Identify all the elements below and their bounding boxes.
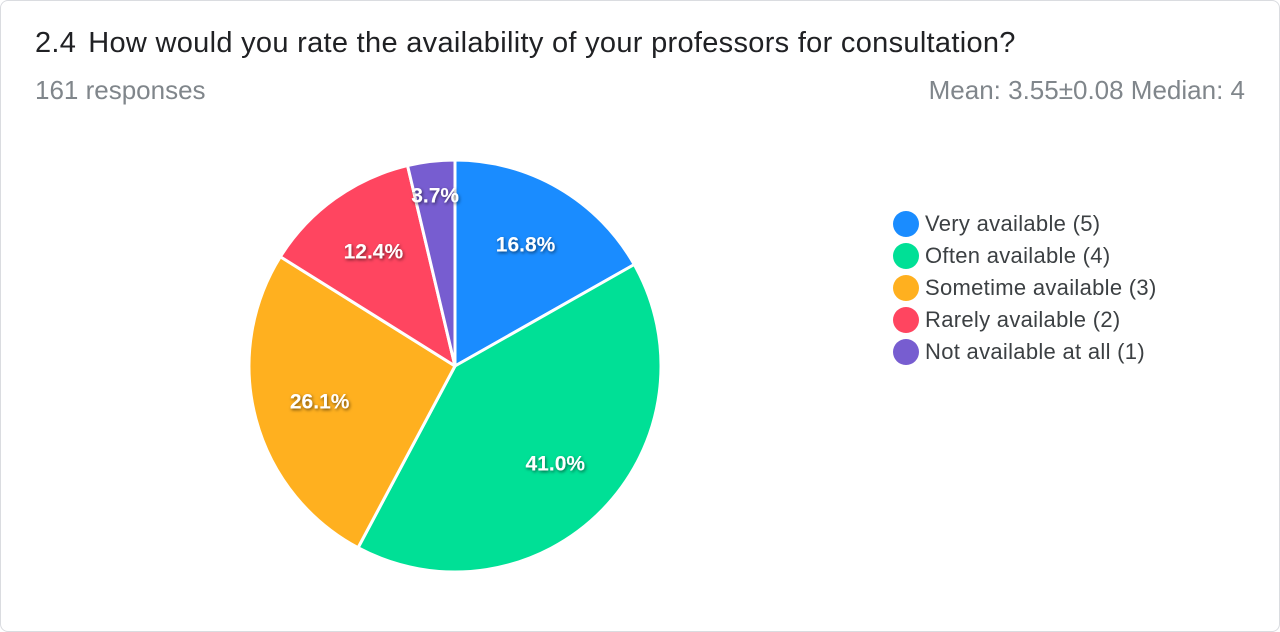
pie-slice-not-available-at-all[interactable] <box>406 158 457 368</box>
legend-item-rarely-available[interactable]: Rarely available (2) <box>893 296 1157 344</box>
slice-label-very-available: 16.8% <box>496 233 556 256</box>
stats-summary: Mean: 3.55±0.08 Median: 4 <box>928 75 1245 105</box>
legend-label: Very available (5) <box>925 211 1101 236</box>
question-text: How would you rate the availability of y… <box>88 27 1016 59</box>
pie-slice-rarely-available[interactable] <box>278 164 457 368</box>
pie-slice-often-available[interactable] <box>356 262 663 574</box>
legend-label: Sometime available (3) <box>925 275 1157 300</box>
pie-slice-very-available[interactable] <box>453 158 636 368</box>
question-title: 2.4 How would you rate the availability o… <box>35 27 1016 60</box>
slice-label-often-available: 41.0% <box>526 452 586 475</box>
pie-slice-sometime-available[interactable] <box>247 255 457 550</box>
legend-item-very-available[interactable]: Very available (5) <box>893 200 1157 248</box>
legend-swatch <box>893 307 919 333</box>
legend-item-often-available[interactable]: Often available (4) <box>893 232 1157 280</box>
legend-label: Often available (4) <box>925 243 1111 268</box>
slice-label-rarely-available: 12.4% <box>344 241 404 264</box>
legend-swatch <box>893 243 919 269</box>
legend-swatch <box>893 339 919 365</box>
legend-swatch <box>893 275 919 301</box>
question-number: 2.4 <box>35 27 77 59</box>
chart-legend: Very available (5) Often available (4) Som… <box>893 200 1157 376</box>
legend-item-sometime-available[interactable]: Sometime available (3) <box>893 264 1157 312</box>
response-count: 161 responses <box>35 75 206 105</box>
slice-label-sometime-available: 26.1% <box>290 391 350 414</box>
slice-label-not-available-at-all: 3.7% <box>411 185 459 208</box>
legend-item-not-available-at-all[interactable]: Not available at all (1) <box>893 328 1157 376</box>
legend-label: Not available at all (1) <box>925 339 1145 364</box>
legend-swatch <box>893 211 919 237</box>
legend-label: Rarely available (2) <box>925 307 1121 332</box>
